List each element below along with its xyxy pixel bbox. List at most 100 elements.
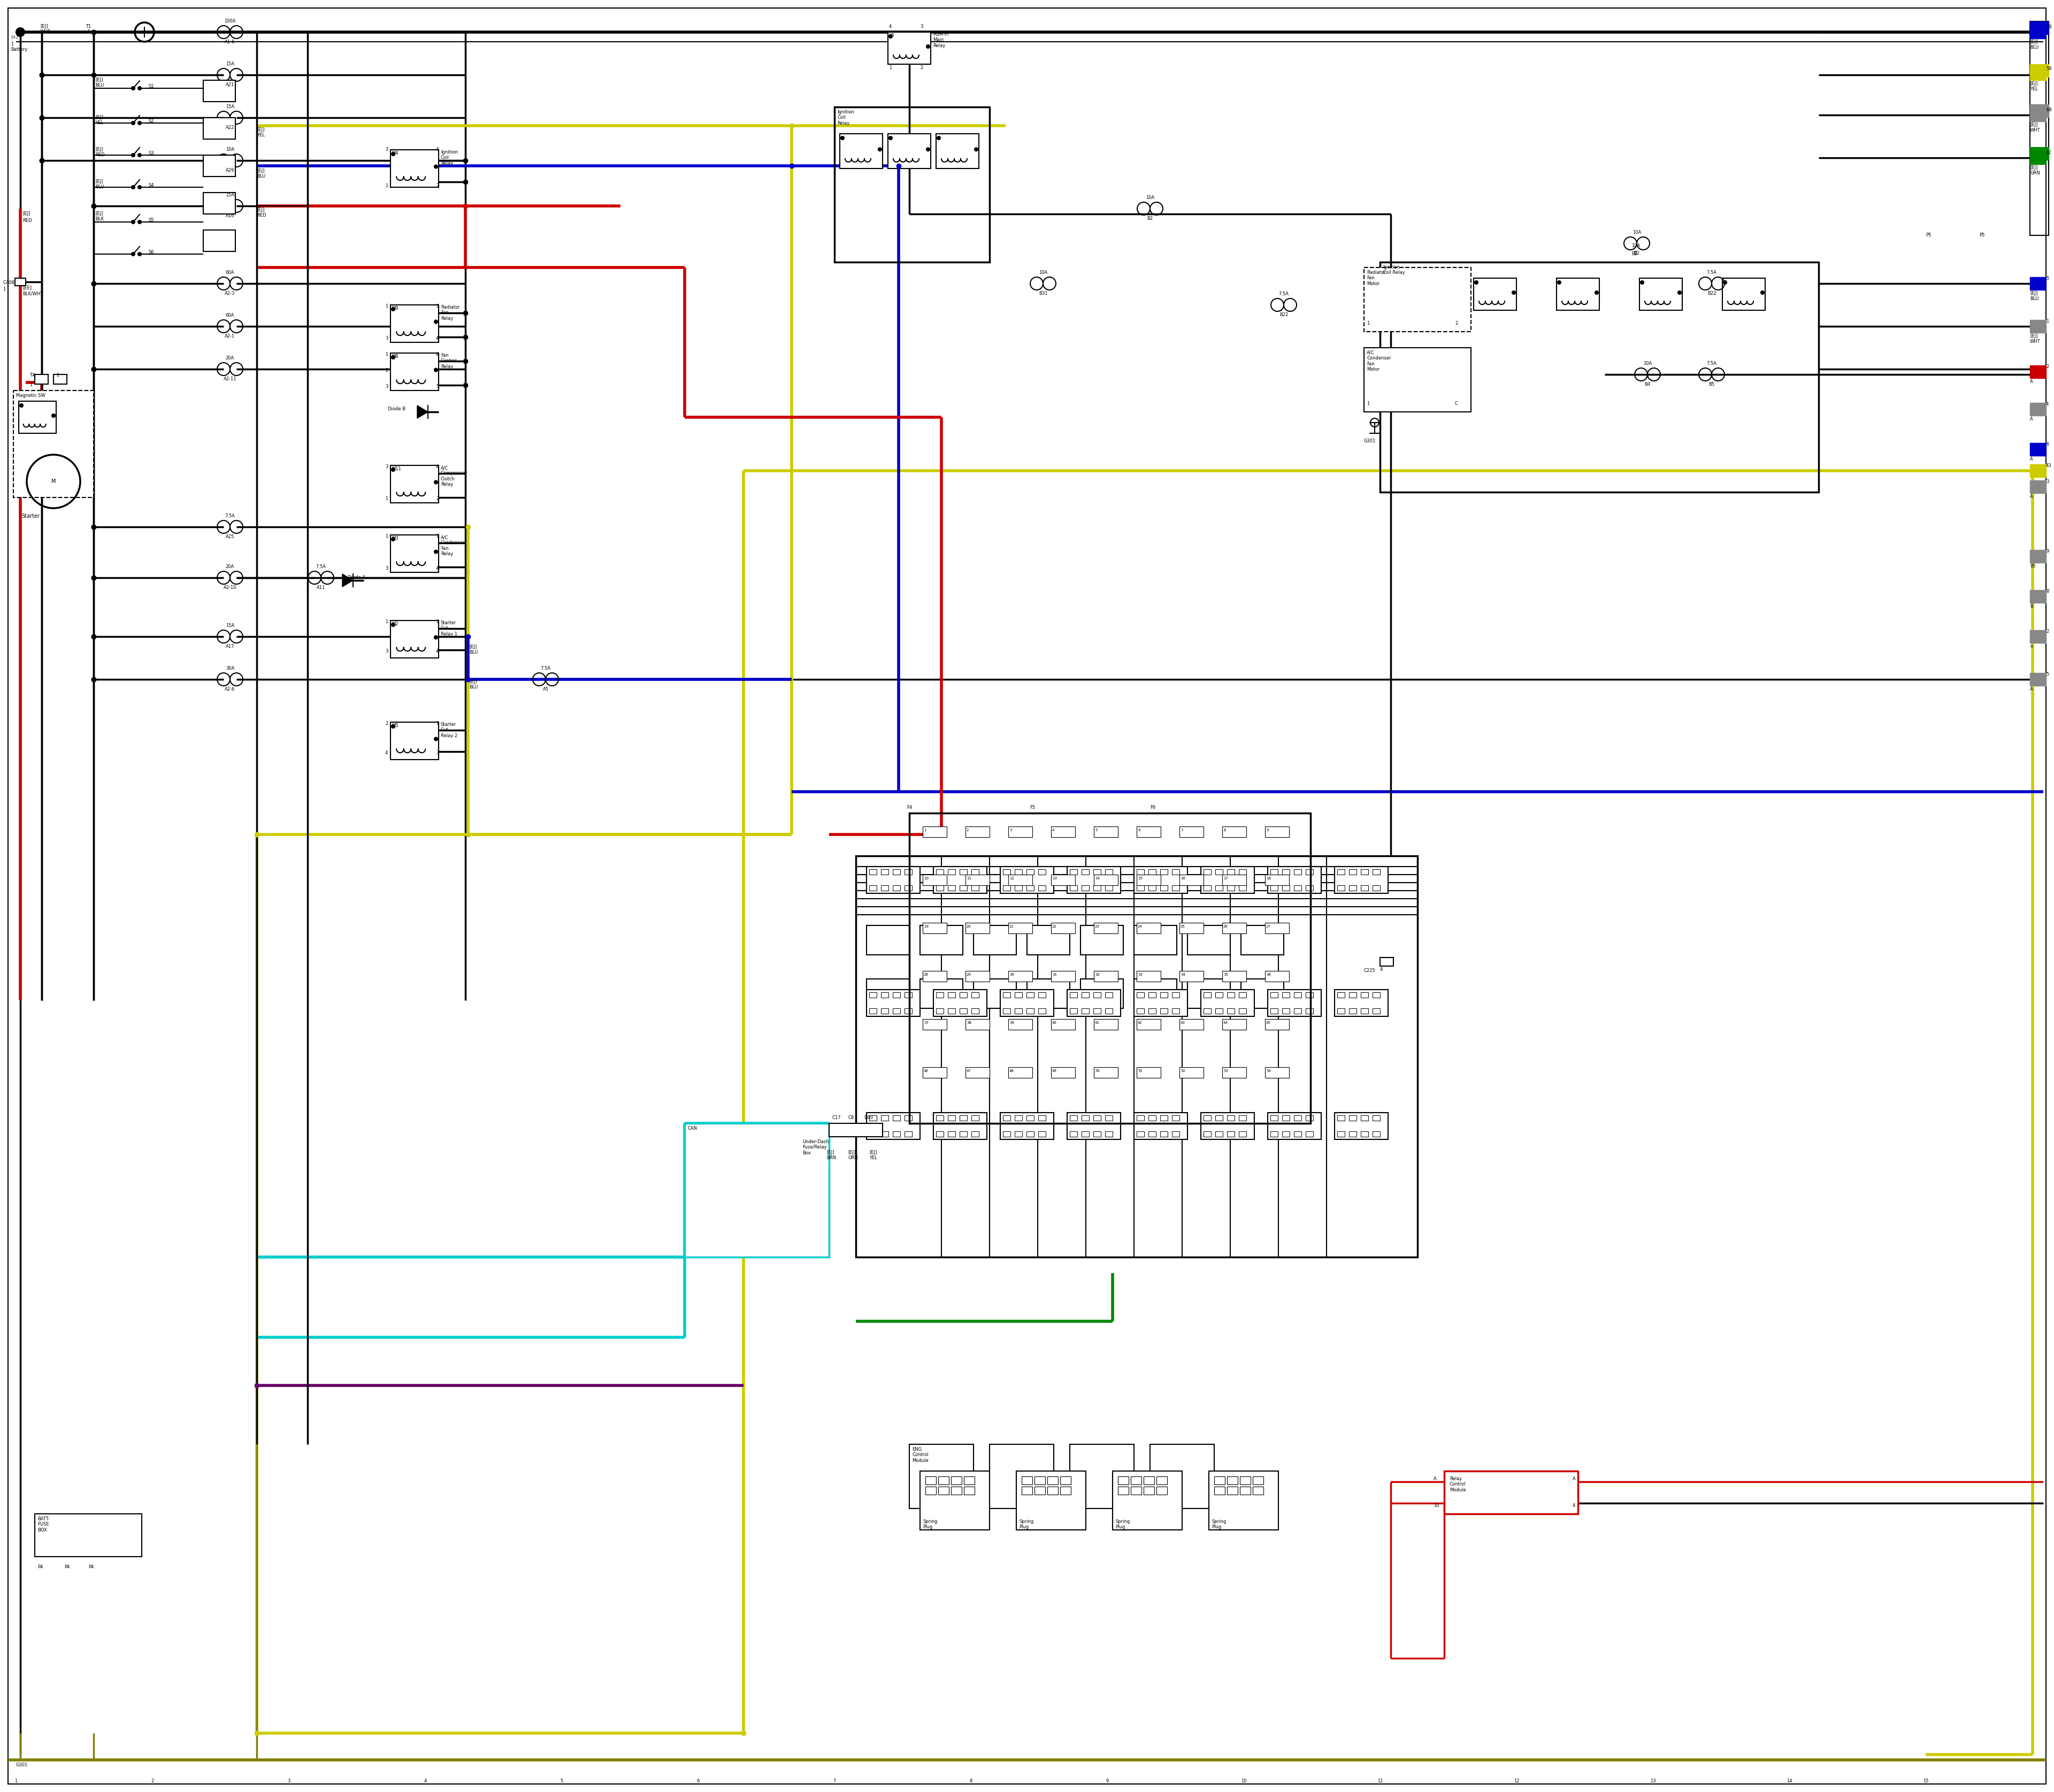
Circle shape [1760, 290, 1764, 294]
Bar [2029, 464, 2046, 477]
Text: A22: A22 [226, 125, 234, 131]
Bar [893, 885, 900, 891]
Bar [920, 925, 963, 955]
Bar [1015, 885, 1023, 891]
Bar [1009, 971, 1033, 982]
Bar [1173, 869, 1179, 874]
Bar [1148, 993, 1156, 998]
Text: [EJ]
BRN: [EJ] BRN [826, 1150, 836, 1161]
Bar [1222, 971, 1247, 982]
Bar [947, 1115, 955, 1120]
Bar [14, 278, 25, 285]
Bar [1179, 923, 1204, 934]
Circle shape [51, 414, 55, 418]
Bar [1136, 993, 1144, 998]
Text: 16: 16 [1181, 876, 1185, 880]
Text: 26: 26 [1224, 925, 1228, 928]
Bar [881, 1009, 889, 1014]
Bar [920, 1471, 990, 1530]
Text: A: A [2029, 418, 2033, 421]
Bar [1136, 874, 1161, 885]
Text: Starter
Cut
Relay 1: Starter Cut Relay 1 [442, 620, 458, 636]
Bar [1068, 1113, 1121, 1140]
Text: 53: 53 [1224, 1070, 1228, 1073]
Bar [203, 229, 236, 251]
Bar [1239, 1131, 1247, 1136]
Text: 11: 11 [1378, 1779, 1382, 1783]
Text: [EJ]
YEL: [EJ] YEL [2029, 81, 2038, 91]
Text: 1: 1 [435, 720, 440, 726]
Text: 39: 39 [1009, 1021, 1015, 1025]
Text: A: A [2029, 686, 2033, 692]
Circle shape [21, 403, 23, 407]
Text: 38: 38 [967, 1021, 972, 1025]
Text: 3: 3 [2046, 478, 2048, 484]
Bar [1035, 1487, 1045, 1495]
Bar [1037, 869, 1045, 874]
Bar [1269, 1115, 1278, 1120]
Text: M: M [51, 478, 55, 484]
Bar [972, 1131, 980, 1136]
Bar [1009, 1020, 1033, 1030]
Text: Ignition
Coil
Relay: Ignition Coil Relay [442, 151, 458, 165]
Bar [1253, 1477, 1263, 1484]
Bar [1557, 278, 1600, 310]
Text: 1: 1 [924, 828, 926, 831]
Text: 20A: 20A [226, 357, 234, 360]
Bar [1306, 993, 1313, 998]
Bar [1349, 1009, 1356, 1014]
Text: [EJ]: [EJ] [257, 168, 265, 174]
Bar [1037, 1131, 1045, 1136]
Text: 15: 15 [1923, 1779, 1929, 1783]
Bar [1269, 869, 1278, 874]
Bar [1204, 885, 1212, 891]
Text: 1: 1 [2, 287, 6, 292]
Bar [965, 874, 990, 885]
Bar [939, 1487, 949, 1495]
Bar [1306, 1115, 1313, 1120]
Bar [1148, 885, 1156, 891]
Bar [867, 978, 910, 1009]
Text: 1: 1 [386, 305, 388, 308]
Bar [1173, 885, 1179, 891]
Circle shape [1512, 290, 1516, 294]
Text: Spring
Plug: Spring Plug [1115, 1520, 1130, 1530]
Bar [1226, 993, 1234, 998]
Text: 7.5A: 7.5A [226, 514, 234, 518]
Bar [1002, 1115, 1011, 1120]
Text: 48: 48 [1009, 1070, 1015, 1073]
Bar [972, 1009, 980, 1014]
Bar [1021, 1477, 1033, 1484]
Bar [2029, 366, 2046, 378]
Bar [869, 993, 877, 998]
Text: S5: S5 [148, 217, 154, 222]
Text: 28: 28 [924, 973, 928, 977]
Text: Ignition
Coil Relay: Ignition Coil Relay [1382, 265, 1405, 276]
Bar [1222, 874, 1247, 885]
Text: Spring
Plug: Spring Plug [922, 1520, 937, 1530]
Text: P5: P5 [1980, 233, 1984, 238]
Bar [1187, 978, 1230, 1009]
Bar [834, 108, 990, 262]
Bar [951, 1477, 961, 1484]
Text: [EJ]
WHT: [EJ] WHT [2029, 333, 2040, 344]
Bar [1095, 923, 1117, 934]
Text: A: A [2029, 380, 2033, 383]
Circle shape [131, 186, 136, 188]
Text: B2: B2 [1146, 217, 1152, 220]
Bar [1372, 1009, 1380, 1014]
Bar [1214, 1477, 1224, 1484]
Circle shape [131, 86, 136, 90]
Bar [1222, 923, 1247, 934]
Circle shape [889, 34, 891, 38]
Bar [1265, 874, 1290, 885]
Text: A: A [2029, 457, 2033, 462]
Text: D10: D10 [865, 1115, 873, 1120]
Text: 9: 9 [1265, 828, 1269, 831]
Text: 4: 4 [2046, 401, 2048, 407]
Bar [1372, 885, 1380, 891]
Bar [1239, 1009, 1247, 1014]
Text: [EJ]
BLU: [EJ] BLU [468, 679, 479, 690]
Text: n: n [2029, 643, 2033, 649]
Text: [EJ]
YEL: [EJ] YEL [869, 1150, 877, 1161]
